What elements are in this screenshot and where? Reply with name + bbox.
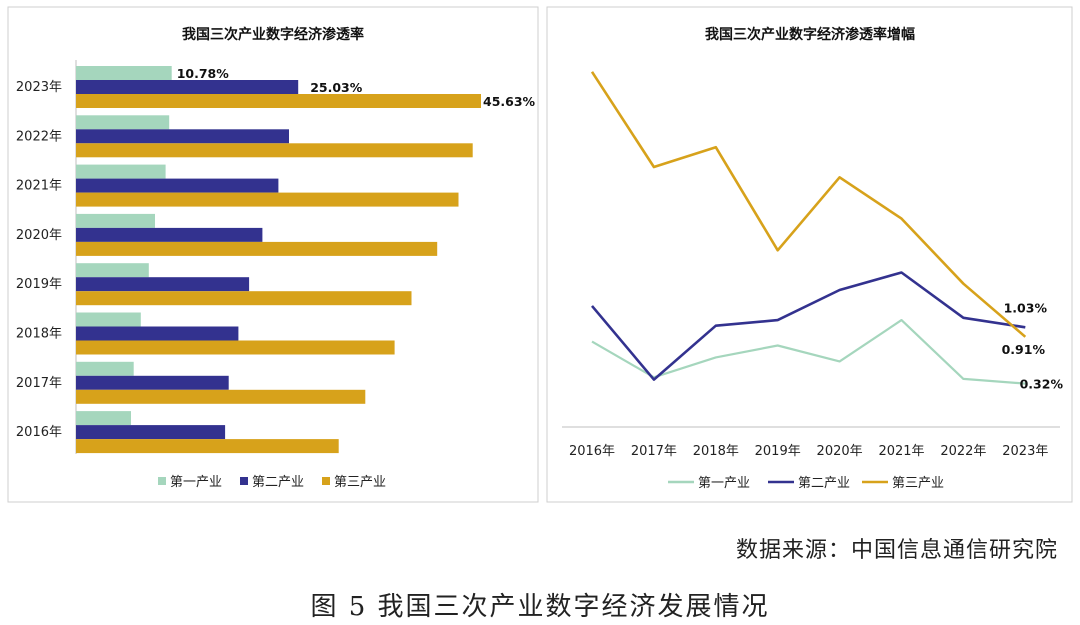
line-chart-frame (546, 6, 1073, 503)
bar-category-label: 2022年 (16, 129, 62, 144)
legend-label: 第二产业 (798, 476, 850, 491)
bar-data-label: 45.63% (483, 94, 536, 109)
legend-label: 第二产业 (252, 475, 304, 490)
bar-category-label: 2016年 (16, 425, 62, 440)
bar-1-2019年 (76, 263, 149, 278)
bar-data-label: 25.03% (310, 80, 363, 95)
bar-3-2016年 (76, 439, 339, 454)
bar-category-label: 2020年 (16, 228, 62, 243)
line-chart-plot: 2016年 2017年 2018年 2019年 2020年 2021年 2022年 2023年… (569, 71, 1064, 459)
bar-2-2019年 (76, 277, 250, 292)
x-tick-label: 2021年 (878, 444, 924, 459)
legend-swatch-2 (240, 477, 248, 485)
bar-1-2020年 (76, 213, 155, 228)
bar-1-2016年 (76, 411, 131, 426)
bar-1-2022年 (76, 115, 170, 130)
x-tick-label: 2020年 (817, 444, 863, 459)
bar-category-label: 2017年 (16, 376, 62, 391)
bar-1-2018年 (76, 312, 141, 327)
line-series-1 (591, 319, 1026, 385)
bar-3-2019年 (76, 291, 412, 306)
legend-label: 第三产业 (334, 475, 386, 490)
x-tick-label: 2016年 (569, 444, 615, 459)
bar-category-label: 2023年 (16, 80, 62, 95)
x-tick-label: 2019年 (755, 444, 801, 459)
line-data-label: 1.03% (1004, 300, 1048, 315)
line-data-label: 0.91% (1002, 342, 1046, 357)
data-source-note: 数据来源：中国信息通信研究院 (735, 538, 1058, 563)
bar-1-2021年 (76, 164, 166, 179)
bar-1-2017年 (76, 361, 134, 376)
x-tick-label: 2018年 (693, 444, 739, 459)
bar-2-2018年 (76, 326, 239, 341)
line-chart-title: 我国三次产业数字经济渗透率增幅 (705, 26, 915, 43)
bar-category-label: 2019年 (16, 277, 62, 292)
bar-2-2023年 (76, 80, 299, 94)
legend-label: 第三产业 (892, 476, 944, 491)
x-tick-label: 2023年 (1002, 444, 1048, 459)
bar-2-2021年 (76, 178, 279, 193)
bar-chart-legend: 第一产业 第二产业 第三产业 (158, 475, 386, 490)
bar-1-2023年 (76, 66, 172, 80)
line-series-3 (590, 71, 1027, 338)
x-tick-label: 2017年 (631, 444, 677, 459)
bar-2-2017年 (76, 375, 229, 390)
bar-3-2023年 (76, 94, 481, 108)
line-data-label: 0.32% (1020, 377, 1064, 392)
bar-3-2022年 (76, 143, 473, 158)
figure-caption: 图 5 我国三次产业数字经济发展情况 (310, 592, 770, 622)
bar-3-2020年 (76, 241, 438, 256)
bar-3-2017年 (76, 389, 366, 404)
bar-2-2020年 (76, 227, 263, 242)
bar-2-2022年 (76, 129, 289, 144)
bar-chart-title: 我国三次产业数字经济渗透率 (182, 26, 364, 43)
bar-3-2018年 (76, 340, 395, 355)
bar-2-2016年 (76, 425, 226, 440)
line-series-2 (591, 271, 1026, 381)
legend-label: 第一产业 (698, 476, 750, 491)
x-tick-label: 2022年 (940, 444, 986, 459)
line-chart-legend: 第一产业 第二产业 第三产业 (668, 476, 944, 491)
legend-swatch-1 (158, 477, 166, 485)
bar-chart-plot: 2023年 2022年 2021年 2020年 2019年 2018年 2017年 2016年… (16, 66, 536, 454)
bar-3-2021年 (76, 192, 459, 207)
bar-category-label: 2018年 (16, 327, 62, 342)
legend-swatch-3 (322, 477, 330, 485)
bar-data-label: 10.78% (177, 66, 230, 81)
legend-label: 第一产业 (170, 475, 222, 490)
bar-category-label: 2021年 (16, 179, 62, 194)
